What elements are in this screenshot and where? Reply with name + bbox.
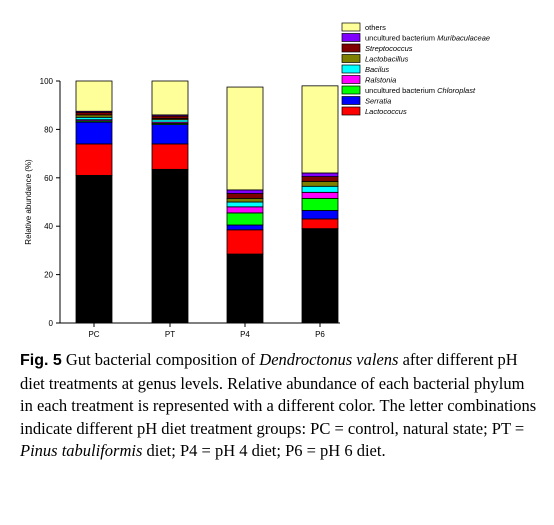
legend-swatch	[341, 75, 361, 84]
legend: others uncultured bacterium Muribaculacea…	[341, 22, 490, 116]
bar-segment-pt-0	[151, 168, 189, 324]
legend-label: Streptococcus	[365, 44, 413, 53]
x-tick-label-p4: P4	[240, 330, 250, 339]
bar-segment-p4-8	[226, 189, 264, 194]
legend-label: Bacilus	[365, 65, 389, 74]
bar-segment-p4-2	[226, 224, 264, 231]
bar-segment-pt-2	[151, 124, 189, 145]
bar-segment-p6-9	[301, 85, 339, 174]
legend-swatch	[341, 106, 361, 116]
legend-label: uncultured bacterium Muribaculaceae	[365, 34, 490, 43]
legend-swatch	[341, 33, 361, 42]
bar-segment-pc-0	[75, 174, 113, 324]
stacked-bar-chart: 0 20 40 60 80 100 PC PT P4 P6 Relative abundance (…	[24, 22, 490, 339]
y-tick-label: 100	[40, 77, 54, 86]
bar-segment-p6-2	[301, 210, 339, 220]
bar-segment-p4-4	[226, 206, 264, 214]
caption-text-2: after different pH diet treatments at ge…	[20, 350, 537, 438]
caption-species: Dendroctonus valens	[259, 350, 399, 369]
bar-segment-pc-2	[75, 121, 113, 145]
bar-segment-p6-5	[301, 185, 339, 193]
caption-pinus: Pinus tabuliformis	[20, 441, 143, 460]
y-axis-title: Relative abundance (%)	[24, 159, 33, 245]
y-tick-label: 80	[44, 125, 53, 134]
bar-segment-p6-1	[301, 218, 339, 230]
legend-swatch	[341, 64, 361, 74]
legend-label: Serratia	[365, 97, 391, 106]
legend-label: Ralstonia	[365, 76, 396, 85]
x-tick-label-pc: PC	[88, 330, 99, 339]
y-tick-label: 40	[44, 222, 53, 231]
legend-label: Lactobacillus	[365, 55, 409, 64]
bar-segment-p6-4	[301, 191, 339, 199]
figure-caption: Fig. 5 Gut bacterial composition of Dend…	[20, 349, 540, 463]
legend-swatch	[341, 96, 361, 105]
y-tick-label: 60	[44, 174, 53, 183]
bar-segment-p6-3	[301, 197, 339, 211]
bar-segment-pc-9	[75, 80, 113, 112]
caption-text-3: diet; P4 = pH 4 diet; P6 = pH 6 diet.	[142, 441, 386, 460]
bar-segment-pc-1	[75, 143, 113, 176]
axes: 0 20 40 60 80 100 PC PT P4 P6 Relative abundance (…	[24, 77, 340, 339]
bar-segment-p6-0	[301, 228, 339, 324]
legend-swatch	[341, 85, 361, 95]
x-tick-label-p6: P6	[315, 330, 325, 339]
bar-segment-p4-9	[226, 86, 264, 191]
bar-segment-p4-5	[226, 201, 264, 208]
bar-segment-p4-0	[226, 253, 264, 324]
caption-text-1: Gut bacterial composition of	[61, 350, 260, 369]
bar-segment-p6-8	[301, 172, 339, 177]
bar-segment-p6-6	[301, 181, 339, 187]
bar-segment-p4-6	[226, 197, 264, 203]
y-tick-label: 0	[49, 319, 54, 328]
y-tick-label: 20	[44, 271, 53, 280]
bar-segment-p4-1	[226, 229, 264, 255]
bar-segment-pt-1	[151, 143, 189, 170]
legend-label: Lactococcus	[365, 107, 407, 116]
bar-segment-p4-3	[226, 212, 264, 226]
legend-label: others	[365, 23, 386, 32]
x-tick-label-pt: PT	[165, 330, 175, 339]
plot-area	[75, 80, 339, 324]
legend-swatch	[341, 22, 361, 32]
legend-swatch	[341, 43, 361, 53]
legend-swatch	[341, 54, 361, 63]
legend-label: uncultured bacterium Chloroplast	[365, 86, 476, 95]
bar-segment-p6-7	[301, 176, 339, 182]
bar-segment-p4-7	[226, 193, 264, 199]
caption-label: Fig. 5	[20, 352, 62, 369]
bar-segment-pt-9	[151, 80, 189, 116]
